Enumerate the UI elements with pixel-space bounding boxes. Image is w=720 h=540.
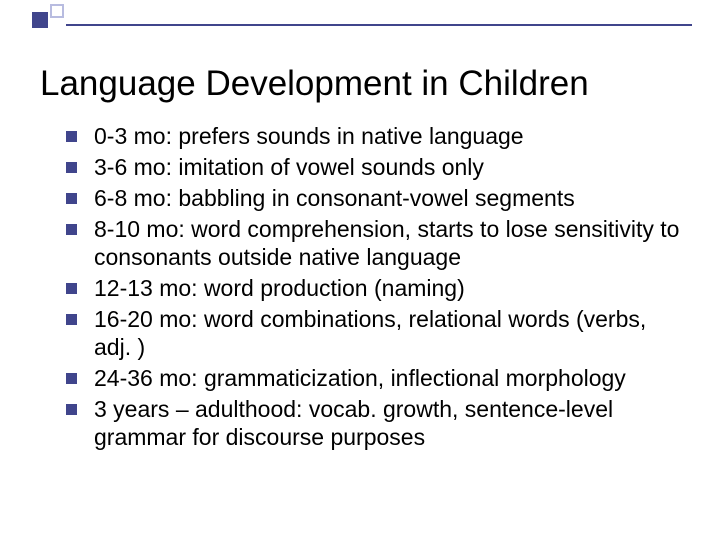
list-item: 16-20 mo: word combinations, relational …	[60, 305, 680, 361]
list-item: 8-10 mo: word comprehension, starts to l…	[60, 215, 680, 271]
decor-square-outline	[50, 4, 64, 18]
decor-square-filled	[32, 12, 48, 28]
list-item: 6-8 mo: babbling in consonant-vowel segm…	[60, 184, 680, 212]
bullet-list: 0-3 mo: prefers sounds in native languag…	[60, 122, 680, 452]
list-item: 3 years – adulthood: vocab. growth, sent…	[60, 395, 680, 451]
slide-title: Language Development in Children	[40, 64, 692, 104]
slide-body: 0-3 mo: prefers sounds in native languag…	[60, 122, 680, 452]
list-item: 3-6 mo: imitation of vowel sounds only	[60, 153, 680, 181]
decor-rule	[66, 24, 692, 26]
list-item: 12-13 mo: word production (naming)	[60, 274, 680, 302]
slide: Language Development in Children 0-3 mo:…	[0, 0, 720, 540]
list-item: 0-3 mo: prefers sounds in native languag…	[60, 122, 680, 150]
list-item: 24-36 mo: grammaticization, inflectional…	[60, 364, 680, 392]
header-decor	[0, 0, 720, 24]
